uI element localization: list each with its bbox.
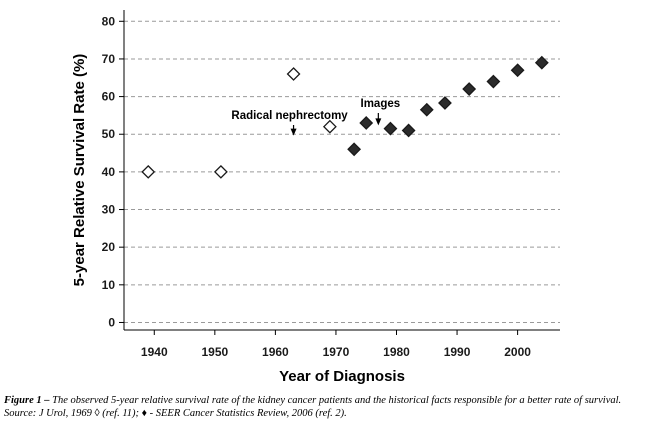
gridlines (124, 20, 560, 323)
data-points (141, 55, 549, 179)
filled-diamond-point (383, 121, 398, 136)
filled-diamond-point (359, 116, 374, 130)
y-tick-label: 0 (108, 315, 115, 329)
y-tick-label: 60 (102, 90, 116, 104)
figure-caption: Figure 1 – The observed 5-year relative … (4, 394, 648, 420)
x-tick-label: 1950 (201, 345, 228, 359)
annotation-arrow-head (375, 118, 382, 126)
annotation-label: Radical nephrectomy (231, 110, 348, 122)
annotations: Radical nephrectomy Images (231, 98, 400, 136)
filled-diamond-point (510, 63, 525, 78)
x-tick-label: 1970 (323, 345, 350, 359)
y-tick-label: 20 (102, 240, 116, 254)
filled-diamond-point (347, 142, 362, 157)
y-tick-label: 30 (102, 203, 116, 217)
open-diamond-point (322, 119, 337, 134)
x-axis-ticks: 1940 1950 1960 1970 1980 1990 2000 (141, 330, 531, 359)
x-tick-label: 1980 (383, 345, 410, 359)
annotation-arrow-head (290, 128, 297, 136)
filled-diamond-point (534, 55, 549, 70)
y-tick-label: 40 (102, 165, 116, 179)
y-axis-ticks: 0 10 20 30 40 50 60 70 80 (102, 14, 124, 329)
open-diamond-point (141, 164, 156, 179)
x-axis-title: Year of Diagnosis (279, 368, 405, 385)
open-diamond-point (213, 164, 228, 179)
y-tick-label: 80 (102, 14, 116, 28)
x-tick-label: 1960 (262, 345, 289, 359)
y-axis-title: 5-year Relative Survival Rate (%) (71, 54, 88, 287)
x-tick-label: 2000 (504, 345, 531, 359)
filled-diamond-point (419, 102, 434, 117)
x-tick-label: 1940 (141, 345, 168, 359)
filled-diamond-point (486, 74, 501, 89)
open-diamond-point (286, 67, 301, 81)
filled-diamond-point (462, 82, 477, 96)
y-tick-label: 50 (102, 127, 116, 141)
filled-diamond-point (438, 96, 452, 110)
y-tick-label: 10 (102, 278, 116, 292)
y-tick-label: 70 (102, 52, 116, 66)
axes (123, 10, 560, 331)
caption-label: Figure 1 – (4, 395, 50, 406)
caption-text: The observed 5-year relative survival ra… (4, 395, 622, 419)
x-tick-label: 1990 (444, 345, 471, 359)
annotation-label: Images (361, 98, 401, 110)
filled-diamond-point (401, 123, 416, 138)
